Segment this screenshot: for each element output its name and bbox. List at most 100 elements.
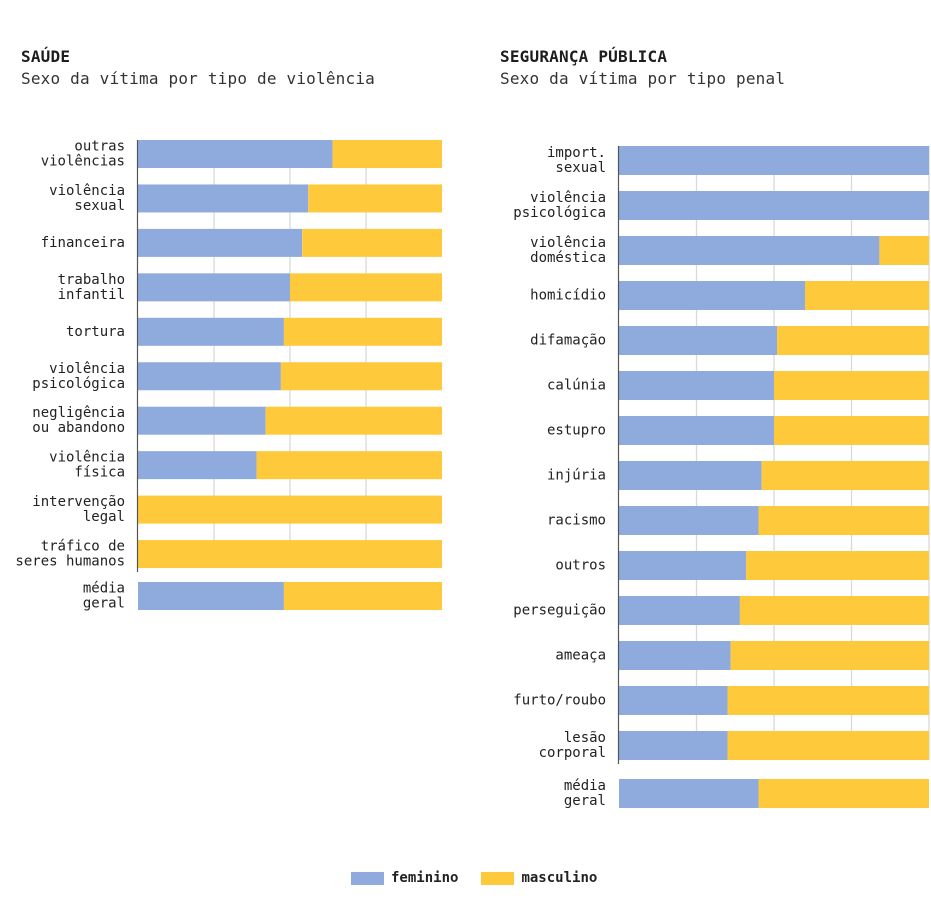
bar-feminino [619,641,731,670]
bar-masculino [727,686,929,715]
bar-row-intervencao-legal: intervenção legal [32,494,442,525]
bar-row-violencia-domestica: violência doméstica [530,235,929,266]
category-label: trabalho infantil [58,272,125,303]
label-line: racismo [547,513,606,529]
label-line: violência [49,450,125,466]
bar-row-violencia-psicologica: violência psicológica [513,190,929,221]
seguranca-title: SEGURANÇA PÚBLICA [500,47,668,66]
summary-label: média geral [564,778,606,809]
label-line: legal [83,509,125,525]
label-line: financeira [41,235,125,251]
legend: feminino masculino [351,870,620,886]
bar-feminino [138,184,309,213]
label-line: psicológica [513,205,606,221]
bar-row-trafico-de-seres-humanos: tráfico de seres humanos [15,539,442,570]
category-label: ameaça [555,648,606,664]
category-label: tortura [66,324,125,340]
bar-row-furto-roubo: furto/roubo [513,686,929,715]
label-line: calúnia [547,378,606,394]
legend-swatch-masculino [481,871,515,885]
bar-row-trabalho-infantil: trabalho infantil [58,272,442,303]
bar-feminino [138,451,257,480]
bar-row-ameaca: ameaça [555,641,929,670]
saude-subtitle: Sexo da vítima por tipo de violência [21,69,375,88]
summary-label: média geral [83,581,125,612]
bar-row-racismo: racismo [547,506,929,535]
bar-row-estupro: estupro [547,416,929,445]
label-line: tortura [66,324,125,340]
label-line: difamação [530,333,606,349]
label-line: seres humanos [15,554,125,570]
label-line: tráfico de [41,539,125,555]
bar-feminino [138,406,266,435]
label-line: ameaça [555,648,606,664]
bar-feminino [138,362,281,391]
bar-row-injuria: injúria [547,461,929,490]
label-line: corporal [539,745,606,761]
label-line: psicológica [32,376,125,392]
bar-feminino [138,228,303,257]
bar-feminino [619,146,929,175]
bar-feminino [619,191,929,220]
label-line: geral [83,596,125,612]
category-label: negligência ou abandono [32,405,125,436]
bar-masculino [283,317,442,346]
label-line: perseguição [513,603,606,619]
category-label: violência psicológica [513,190,606,221]
category-label: homicídio [530,288,606,304]
bar-feminino [619,596,740,625]
category-label: violência psicológica [32,361,125,392]
label-line: média [564,778,606,794]
bar-feminino [619,551,747,580]
label-line: infantil [58,287,125,303]
bar-feminino [619,731,728,760]
bar-row-violencia-fisica: violência física [49,450,442,481]
category-label: violência física [49,450,125,481]
bar-masculino [256,451,442,480]
bar-masculino [758,779,929,808]
category-label: intervenção legal [32,494,125,525]
bar-feminino [619,686,728,715]
bar-row-outros: outros [555,551,929,580]
bar-masculino [879,236,929,265]
label-line: homicídio [530,288,606,304]
seguranca-chart: import. sexual violência psicológica violênc… [513,145,930,809]
summary-row: média geral [83,581,442,612]
bar-masculino [138,540,442,569]
category-label: lesão corporal [539,730,606,761]
bar-feminino [138,582,284,610]
label-line: negligência [32,405,125,421]
bar-masculino [805,281,929,310]
bar-masculino [290,273,442,302]
bar-feminino [619,236,880,265]
bar-masculino [774,371,929,400]
category-label: perseguição [513,603,606,619]
bar-row-perseguicao: perseguição [513,596,929,625]
bar-row-difamacao: difamação [530,326,929,355]
legend-item-feminino: feminino [351,870,458,886]
bar-row-negligencia-ou-abandono: negligência ou abandono [32,405,442,436]
category-label: violência sexual [49,183,125,214]
category-label: difamação [530,333,606,349]
category-label: furto/roubo [513,693,606,709]
category-label: violência doméstica [530,235,606,266]
saude-title: SAÚDE [21,47,71,66]
bar-masculino [730,641,929,670]
label-line: estupro [547,423,606,439]
label-line: sexual [555,160,606,176]
bar-feminino [138,273,290,302]
bar-row-violencia-sexual: violência sexual [49,183,442,214]
category-label: financeira [41,235,125,251]
label-line: import. [547,145,606,161]
label-line: violências [41,154,125,170]
bar-row-financeira: financeira [41,228,442,257]
label-line: lesão [564,730,606,746]
label-line: furto/roubo [513,693,606,709]
category-label: estupro [547,423,606,439]
bar-feminino [138,140,333,168]
category-label: calúnia [547,378,606,394]
bar-feminino [619,506,759,535]
label-line: violência [49,361,125,377]
